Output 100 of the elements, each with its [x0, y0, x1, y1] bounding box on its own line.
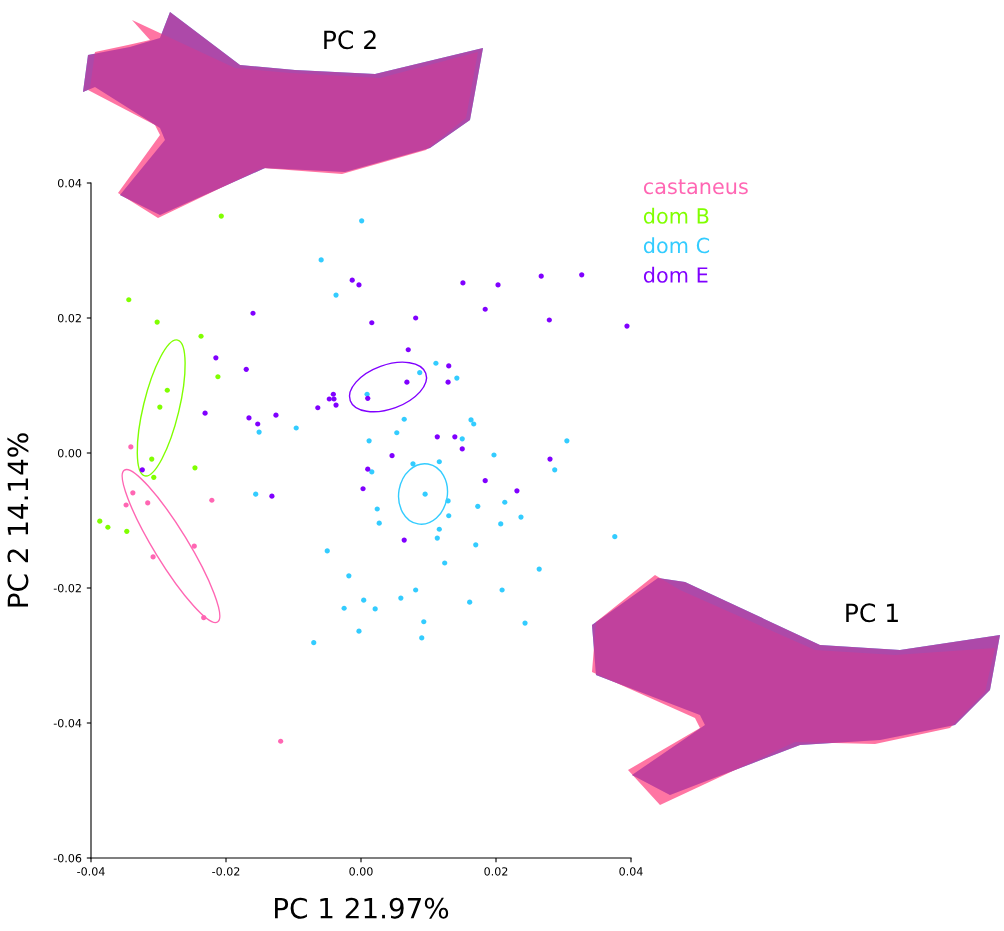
point [538, 273, 544, 279]
point [417, 370, 423, 376]
point [404, 379, 410, 385]
text: dom C [643, 237, 710, 254]
point [349, 277, 355, 283]
point [475, 503, 481, 509]
point [324, 548, 330, 554]
point [333, 292, 339, 298]
point [346, 573, 352, 579]
x-tick-label: 0.04 [619, 867, 643, 876]
point [356, 282, 362, 288]
x-tick-label: -0.04 [77, 867, 105, 876]
point [410, 461, 416, 467]
point [315, 405, 321, 411]
y-tick-label: -0.04 [53, 718, 82, 728]
text: castaneus [643, 179, 748, 195]
point [359, 218, 365, 224]
point [253, 491, 259, 497]
point [459, 446, 465, 452]
point [422, 491, 428, 497]
point [273, 412, 279, 418]
point [372, 606, 378, 612]
point [243, 366, 249, 372]
point [149, 456, 155, 462]
point [255, 421, 261, 427]
point [126, 297, 132, 303]
point [97, 518, 103, 524]
point [191, 543, 197, 549]
point [331, 396, 337, 402]
point [436, 526, 442, 532]
point [498, 521, 504, 527]
x-tick-label: 0.00 [349, 867, 373, 876]
point [369, 469, 375, 475]
point [401, 416, 407, 422]
point [564, 438, 570, 444]
point [130, 490, 136, 496]
y-tick-label: 0.00 [57, 448, 82, 458]
point [369, 320, 375, 326]
point [522, 620, 528, 626]
point [256, 429, 262, 435]
point [482, 478, 488, 484]
point [499, 587, 505, 593]
point [401, 537, 407, 543]
point [333, 402, 339, 408]
point [459, 436, 465, 442]
point [293, 425, 299, 431]
point [452, 434, 458, 440]
text: PC 1 [846, 603, 898, 623]
point [413, 587, 419, 593]
point [361, 597, 367, 603]
point [491, 452, 497, 458]
point [460, 280, 466, 286]
point [192, 465, 198, 471]
point [105, 524, 111, 530]
point [213, 355, 219, 361]
point [398, 595, 404, 601]
point [356, 628, 362, 634]
point [446, 363, 452, 369]
point [123, 502, 129, 508]
point [366, 438, 372, 444]
text: dom B [643, 207, 709, 224]
x-tick-label: -0.02 [212, 867, 240, 876]
y-tick-label: 0.02 [57, 313, 81, 323]
point [154, 319, 160, 325]
point [360, 486, 366, 492]
point [445, 498, 451, 504]
point [433, 360, 439, 366]
point [482, 306, 488, 312]
point [215, 374, 221, 380]
point [471, 421, 477, 427]
point [128, 444, 134, 450]
point [209, 497, 215, 503]
point [202, 410, 208, 416]
point [467, 599, 473, 605]
point [502, 499, 508, 505]
point [269, 493, 275, 499]
point [405, 347, 411, 353]
point [552, 467, 558, 473]
y-tick-label: -0.06 [53, 853, 82, 863]
point [311, 640, 317, 646]
point [374, 506, 380, 512]
y-tick-label: -0.02 [53, 583, 81, 593]
point [612, 534, 618, 540]
point [495, 282, 501, 288]
point [434, 434, 440, 440]
point [157, 404, 163, 410]
point [376, 520, 382, 526]
point [365, 395, 371, 401]
point [536, 566, 542, 572]
point [547, 456, 553, 462]
point [201, 615, 207, 621]
point [436, 459, 442, 465]
point [198, 333, 204, 339]
point [518, 514, 524, 520]
point [246, 415, 252, 421]
point [218, 213, 224, 219]
point [124, 528, 130, 534]
point [394, 430, 400, 436]
point [413, 315, 419, 321]
x-axis-title: PC 1 21.97% [275, 897, 449, 919]
